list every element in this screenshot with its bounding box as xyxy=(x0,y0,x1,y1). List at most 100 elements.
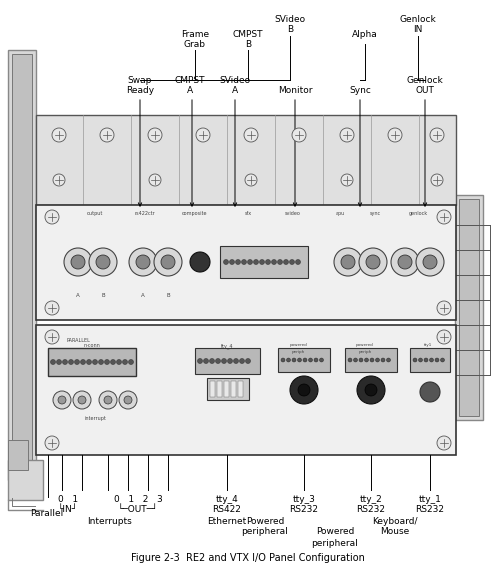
Text: └IN┘: └IN┘ xyxy=(58,505,78,514)
Circle shape xyxy=(242,259,247,265)
Circle shape xyxy=(119,391,137,409)
Text: peripheral: peripheral xyxy=(242,527,288,537)
Circle shape xyxy=(292,358,296,362)
Text: B: B xyxy=(166,292,170,298)
Circle shape xyxy=(89,248,117,276)
Circle shape xyxy=(359,358,363,362)
Circle shape xyxy=(197,358,202,364)
Text: RS232: RS232 xyxy=(416,505,444,514)
Text: apu: apu xyxy=(335,211,345,216)
Text: tty_4: tty_4 xyxy=(216,494,239,504)
Bar xyxy=(410,348,450,372)
Circle shape xyxy=(437,436,451,450)
Circle shape xyxy=(290,259,295,265)
Circle shape xyxy=(230,259,235,265)
Bar xyxy=(207,378,249,400)
Text: RS232: RS232 xyxy=(290,505,318,514)
Circle shape xyxy=(303,358,307,362)
Circle shape xyxy=(71,255,85,269)
Circle shape xyxy=(430,358,434,362)
Text: rs422ctr: rs422ctr xyxy=(134,211,155,216)
Circle shape xyxy=(296,259,301,265)
Circle shape xyxy=(196,128,210,142)
Bar xyxy=(48,348,136,376)
Circle shape xyxy=(68,360,73,365)
Text: tty_4: tty_4 xyxy=(221,343,233,349)
Bar xyxy=(455,195,483,420)
Bar xyxy=(210,381,215,397)
Text: A: A xyxy=(76,292,80,298)
Circle shape xyxy=(284,259,289,265)
Circle shape xyxy=(234,358,239,364)
Circle shape xyxy=(423,255,437,269)
Circle shape xyxy=(99,360,104,365)
Circle shape xyxy=(354,358,358,362)
Circle shape xyxy=(222,358,227,364)
Circle shape xyxy=(240,358,245,364)
Circle shape xyxy=(64,248,92,276)
Text: tty_2: tty_2 xyxy=(360,494,382,504)
Circle shape xyxy=(111,360,116,365)
Text: Alpha: Alpha xyxy=(352,30,378,39)
Circle shape xyxy=(62,360,67,365)
Circle shape xyxy=(209,358,214,364)
Bar xyxy=(278,348,330,372)
Text: RS422: RS422 xyxy=(213,505,242,514)
Circle shape xyxy=(104,396,112,404)
Circle shape xyxy=(148,128,162,142)
Text: genlock: genlock xyxy=(408,211,428,216)
Circle shape xyxy=(340,128,354,142)
Circle shape xyxy=(45,210,59,224)
Bar xyxy=(195,348,260,374)
Bar xyxy=(36,325,456,455)
Text: Mouse: Mouse xyxy=(380,527,410,537)
Circle shape xyxy=(53,174,65,186)
Circle shape xyxy=(78,396,86,404)
Circle shape xyxy=(128,360,133,365)
Text: interrupt: interrupt xyxy=(84,415,106,420)
Bar xyxy=(231,381,236,397)
Text: Ethernet: Ethernet xyxy=(207,517,247,526)
Bar xyxy=(8,460,43,500)
Circle shape xyxy=(292,128,306,142)
Text: powered: powered xyxy=(289,343,307,347)
Text: n-conn: n-conn xyxy=(84,343,100,348)
Circle shape xyxy=(58,396,66,404)
Circle shape xyxy=(391,248,419,276)
Text: 0   1: 0 1 xyxy=(58,494,78,504)
Circle shape xyxy=(319,358,323,362)
Circle shape xyxy=(416,248,444,276)
Circle shape xyxy=(366,255,380,269)
Circle shape xyxy=(365,384,377,396)
Text: Powered: Powered xyxy=(316,527,354,537)
Text: tty1: tty1 xyxy=(424,343,432,347)
Circle shape xyxy=(161,255,175,269)
Circle shape xyxy=(45,301,59,315)
Circle shape xyxy=(440,358,444,362)
Circle shape xyxy=(359,248,387,276)
Text: RS232: RS232 xyxy=(357,505,385,514)
Text: B: B xyxy=(101,292,105,298)
Bar xyxy=(345,348,397,372)
Text: Sync: Sync xyxy=(349,86,371,95)
Circle shape xyxy=(215,358,221,364)
Circle shape xyxy=(431,174,443,186)
Text: periph: periph xyxy=(359,350,372,354)
Circle shape xyxy=(413,358,417,362)
Circle shape xyxy=(154,248,182,276)
Circle shape xyxy=(341,174,353,186)
Text: svideo: svideo xyxy=(285,211,301,216)
Text: Frame
Grab: Frame Grab xyxy=(181,30,209,50)
Circle shape xyxy=(437,330,451,344)
Bar xyxy=(217,381,222,397)
Circle shape xyxy=(244,128,258,142)
Circle shape xyxy=(381,358,385,362)
Circle shape xyxy=(398,255,412,269)
Bar xyxy=(12,54,32,476)
Circle shape xyxy=(86,360,91,365)
Circle shape xyxy=(424,358,428,362)
Circle shape xyxy=(348,358,352,362)
Text: └─OUT─┘: └─OUT─┘ xyxy=(118,505,158,514)
Circle shape xyxy=(290,376,318,404)
Bar xyxy=(220,246,308,278)
